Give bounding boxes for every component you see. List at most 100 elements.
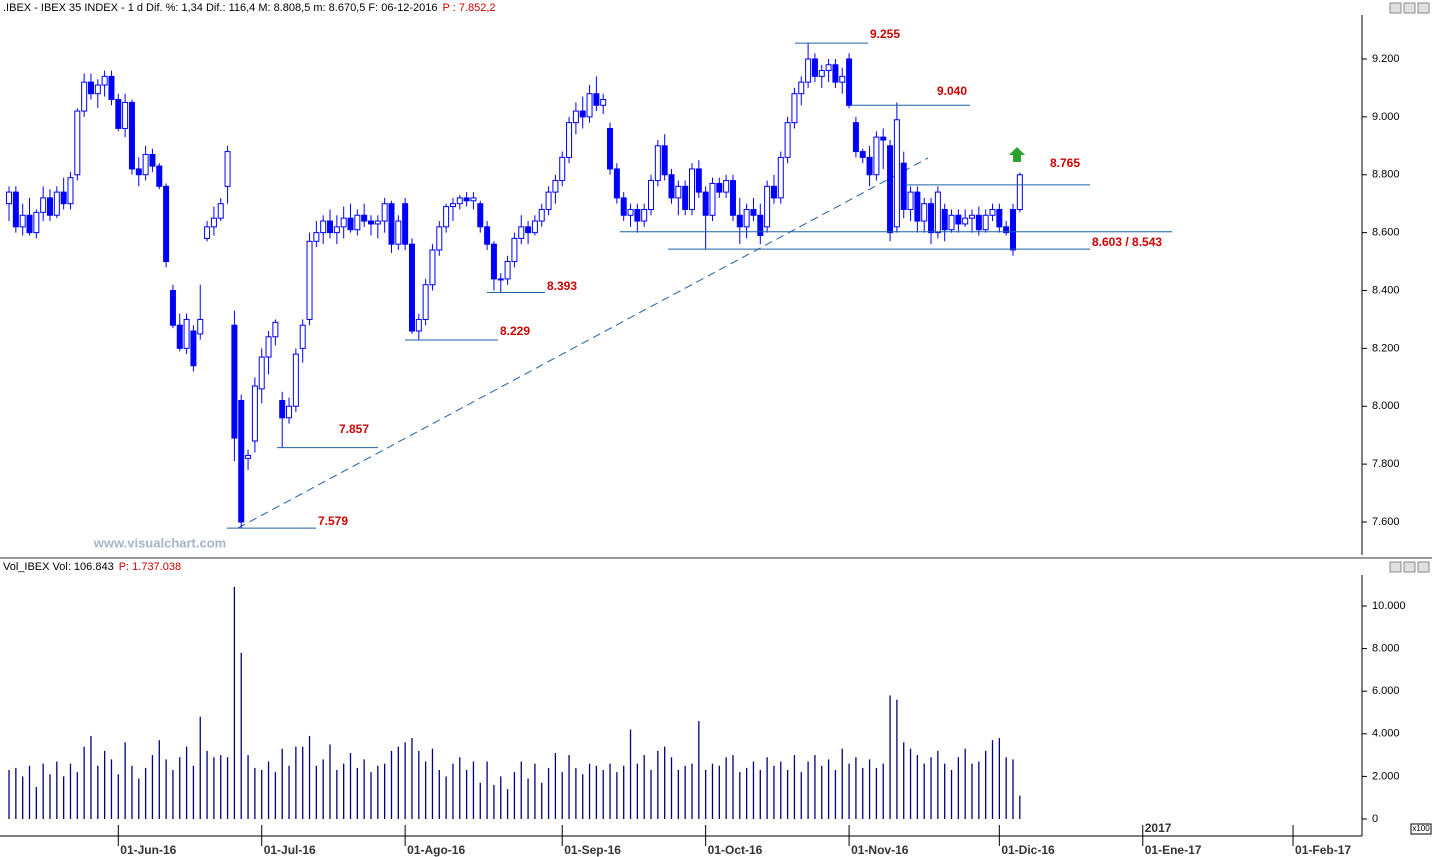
candle-body [53,191,60,216]
candle-body [716,182,723,193]
y-tick-label: 8.200 [1372,342,1400,354]
candle-body [81,81,88,112]
candle-body [333,226,340,234]
year-marker: 2017 [1145,821,1172,835]
candle-body [149,153,156,167]
candle-body [12,191,19,228]
candle-body [1009,208,1016,251]
y-tick-label: 10.000 [1372,600,1406,612]
candle-body [477,203,484,228]
candle-body [668,174,675,199]
y-tick-label: 8.000 [1372,643,1400,655]
candle-body [729,180,736,216]
maximize-button[interactable] [1403,2,1416,14]
candle-body [122,101,129,129]
candle-body [101,75,108,86]
x-tick-label: 01-Ene-17 [1145,843,1202,857]
candle-body [996,208,1003,228]
candle-body [251,385,258,442]
candle-body [962,217,969,225]
candle-body [982,214,989,231]
minimize-button[interactable] [1389,2,1402,14]
up-arrow [1009,147,1025,162]
candle-body [415,318,422,332]
candle-body [538,208,545,222]
candle-body [292,353,299,407]
watermark: www.visualchart.com [93,535,226,550]
candle-body [299,324,306,349]
scale-note-box [1410,823,1432,835]
panel-subtitle: P : 7.852,2 [443,2,496,14]
candle-body [381,203,388,222]
candle-body [600,99,607,106]
candle-body [279,399,286,419]
level-label: 9.040 [937,84,967,98]
candle-body [67,177,74,205]
candle-body [654,145,661,182]
candle-body [607,127,614,170]
candle-body [777,156,784,199]
x-tick-label: 01-Sep-16 [564,843,621,857]
candle-body [839,75,846,83]
candle-body [832,64,839,83]
close-button[interactable] [1417,2,1430,14]
x-tick-label: 01-Jun-16 [120,843,176,857]
candle-body [818,70,825,77]
y-tick-label: 8.000 [1372,400,1400,412]
candle-body [169,289,176,326]
candle-body [456,197,463,205]
candle-body [402,203,409,245]
y-tick-label: 7.800 [1372,458,1400,470]
candle-body [969,214,976,219]
candle-body [531,220,538,234]
candle-body [545,191,552,210]
candle-body [805,58,812,83]
candle-body [770,185,777,199]
candle-body [238,399,245,523]
candle-body [306,240,313,320]
candle-body [613,168,620,199]
candle-body [217,203,224,219]
candle-body [593,93,600,106]
minimize-button[interactable] [1389,561,1402,573]
candle-body [245,454,252,459]
candle-body [320,220,327,234]
panel-title: Vol_IBEX Vol: 106.843 [3,561,114,573]
candle-body [852,122,859,153]
candle-body [975,214,982,231]
candle-body [695,168,702,193]
candle-body [928,203,935,234]
candle-body [825,64,832,72]
candle-body [340,217,347,228]
candle-body [682,185,689,210]
candle-body [675,185,682,199]
candle-body [525,226,532,234]
candle-body [552,180,559,193]
close-button[interactable] [1417,561,1430,573]
candle-body [33,211,40,234]
y-tick-label: 9.000 [1372,111,1400,123]
candle-body [572,110,579,124]
candle-body [873,136,880,176]
candle-body [504,261,511,280]
candle-body [40,197,47,213]
candle-body [846,58,853,106]
y-tick-label: 8.600 [1372,227,1400,239]
candle-body [422,284,429,320]
candle-body [880,136,887,141]
candle-body [511,237,518,263]
level-label: 7.579 [318,514,348,528]
level-label: 8.765 [1050,156,1080,170]
candle-body [736,214,743,228]
candle-body [887,145,894,234]
candle-body [163,185,170,263]
candle-body [484,226,491,245]
candle-body [791,93,798,124]
candle-body [313,232,320,242]
maximize-button[interactable] [1403,561,1416,573]
candle-body [374,220,381,225]
candle-body [518,226,525,239]
candle-body [1016,174,1023,210]
x-tick-label: 01-Dic-16 [1001,843,1055,857]
